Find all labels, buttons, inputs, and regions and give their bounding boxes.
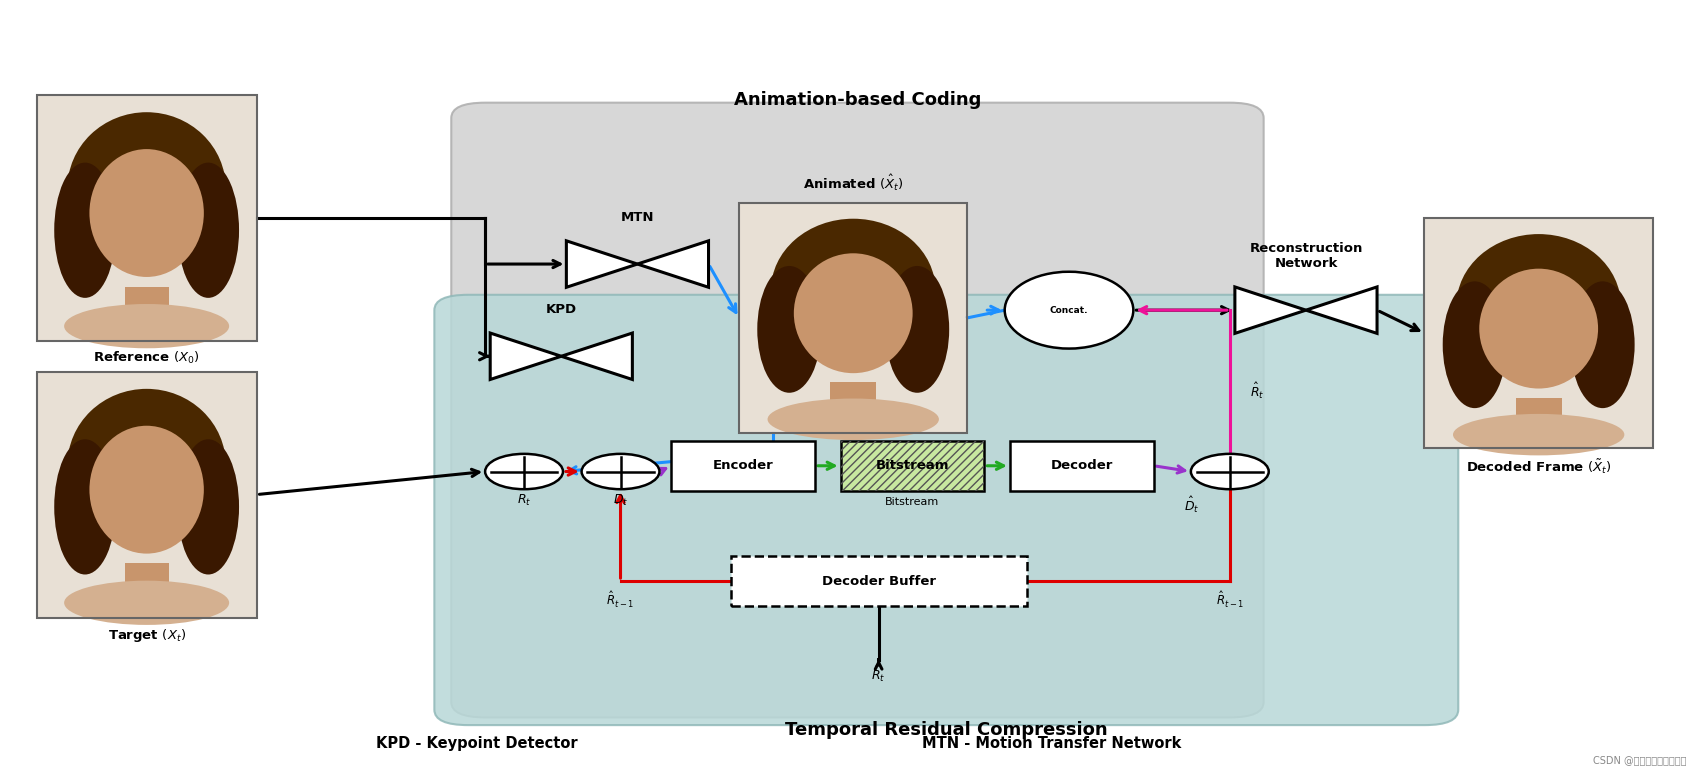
Ellipse shape xyxy=(54,163,115,298)
FancyBboxPatch shape xyxy=(37,372,256,618)
FancyBboxPatch shape xyxy=(739,203,968,433)
FancyBboxPatch shape xyxy=(739,203,968,433)
FancyBboxPatch shape xyxy=(841,440,985,491)
Ellipse shape xyxy=(90,149,204,277)
Text: Animation-based Coding: Animation-based Coding xyxy=(734,91,981,109)
Text: $R_t$: $R_t$ xyxy=(516,493,531,509)
Circle shape xyxy=(1190,454,1268,489)
Ellipse shape xyxy=(68,389,226,541)
Circle shape xyxy=(582,454,659,489)
Text: Concat.: Concat. xyxy=(1049,306,1088,315)
Ellipse shape xyxy=(54,440,115,574)
Text: CSDN @倘若我问心无愧呢、: CSDN @倘若我问心无愧呢、 xyxy=(1593,755,1686,765)
Text: Temporal Residual Compression: Temporal Residual Compression xyxy=(784,721,1107,739)
Text: Reference $(X_0)$: Reference $(X_0)$ xyxy=(93,350,200,366)
Text: Reconstruction
Network: Reconstruction Network xyxy=(1250,242,1363,270)
Ellipse shape xyxy=(885,266,949,392)
Text: Bitstream: Bitstream xyxy=(876,459,949,472)
Ellipse shape xyxy=(1005,272,1133,348)
Polygon shape xyxy=(491,333,562,379)
Ellipse shape xyxy=(795,253,912,373)
FancyBboxPatch shape xyxy=(124,563,168,618)
FancyBboxPatch shape xyxy=(1425,218,1652,448)
Ellipse shape xyxy=(1443,281,1506,408)
Text: $D_t$: $D_t$ xyxy=(613,493,628,509)
FancyBboxPatch shape xyxy=(37,95,256,341)
Text: $\hat{R}_t$: $\hat{R}_t$ xyxy=(1250,381,1265,401)
Ellipse shape xyxy=(65,304,229,348)
Text: Target $(X_t)$: Target $(X_t)$ xyxy=(107,627,185,644)
FancyBboxPatch shape xyxy=(37,95,256,341)
Text: MTN - Motion Transfer Network: MTN - Motion Transfer Network xyxy=(922,736,1182,751)
Text: KPD: KPD xyxy=(545,303,577,317)
Text: KPD - Keypoint Detector: KPD - Keypoint Detector xyxy=(375,736,577,751)
FancyBboxPatch shape xyxy=(1516,398,1562,448)
Polygon shape xyxy=(567,241,637,287)
FancyBboxPatch shape xyxy=(1425,218,1652,448)
Text: $\hat{R}_{t-1}$: $\hat{R}_{t-1}$ xyxy=(1216,591,1245,611)
Ellipse shape xyxy=(1453,414,1625,455)
Ellipse shape xyxy=(68,112,226,265)
Ellipse shape xyxy=(1571,281,1635,408)
Ellipse shape xyxy=(1479,269,1598,389)
Ellipse shape xyxy=(757,266,822,392)
Polygon shape xyxy=(637,241,708,287)
Polygon shape xyxy=(1234,287,1306,334)
Text: Decoder: Decoder xyxy=(1051,459,1112,472)
FancyBboxPatch shape xyxy=(452,103,1263,717)
Text: $\hat{R}_t$: $\hat{R}_t$ xyxy=(871,663,886,683)
FancyBboxPatch shape xyxy=(671,440,815,491)
Text: Decoded Frame $(\tilde{X}_t)$: Decoded Frame $(\tilde{X}_t)$ xyxy=(1465,457,1611,476)
Polygon shape xyxy=(1306,287,1377,334)
FancyBboxPatch shape xyxy=(37,372,256,618)
Ellipse shape xyxy=(65,580,229,625)
Text: MTN: MTN xyxy=(621,211,654,224)
FancyBboxPatch shape xyxy=(435,295,1459,725)
Ellipse shape xyxy=(177,440,239,574)
Text: Animated $(\hat{X}_t)$: Animated $(\hat{X}_t)$ xyxy=(803,173,903,194)
Ellipse shape xyxy=(771,219,936,361)
FancyBboxPatch shape xyxy=(730,556,1027,606)
FancyBboxPatch shape xyxy=(1010,440,1153,491)
FancyBboxPatch shape xyxy=(830,382,876,433)
Text: Decoder Buffer: Decoder Buffer xyxy=(822,574,936,587)
Text: Encoder: Encoder xyxy=(713,459,774,472)
Ellipse shape xyxy=(767,399,939,440)
Ellipse shape xyxy=(90,426,204,553)
Circle shape xyxy=(486,454,564,489)
Ellipse shape xyxy=(1457,234,1622,377)
Text: $\hat{R}_{t-1}$: $\hat{R}_{t-1}$ xyxy=(606,591,635,611)
Ellipse shape xyxy=(177,163,239,298)
Text: $\hat{D}_t$: $\hat{D}_t$ xyxy=(1184,495,1199,515)
Text: Bitstream: Bitstream xyxy=(885,497,939,507)
FancyBboxPatch shape xyxy=(124,287,168,341)
Polygon shape xyxy=(562,333,632,379)
